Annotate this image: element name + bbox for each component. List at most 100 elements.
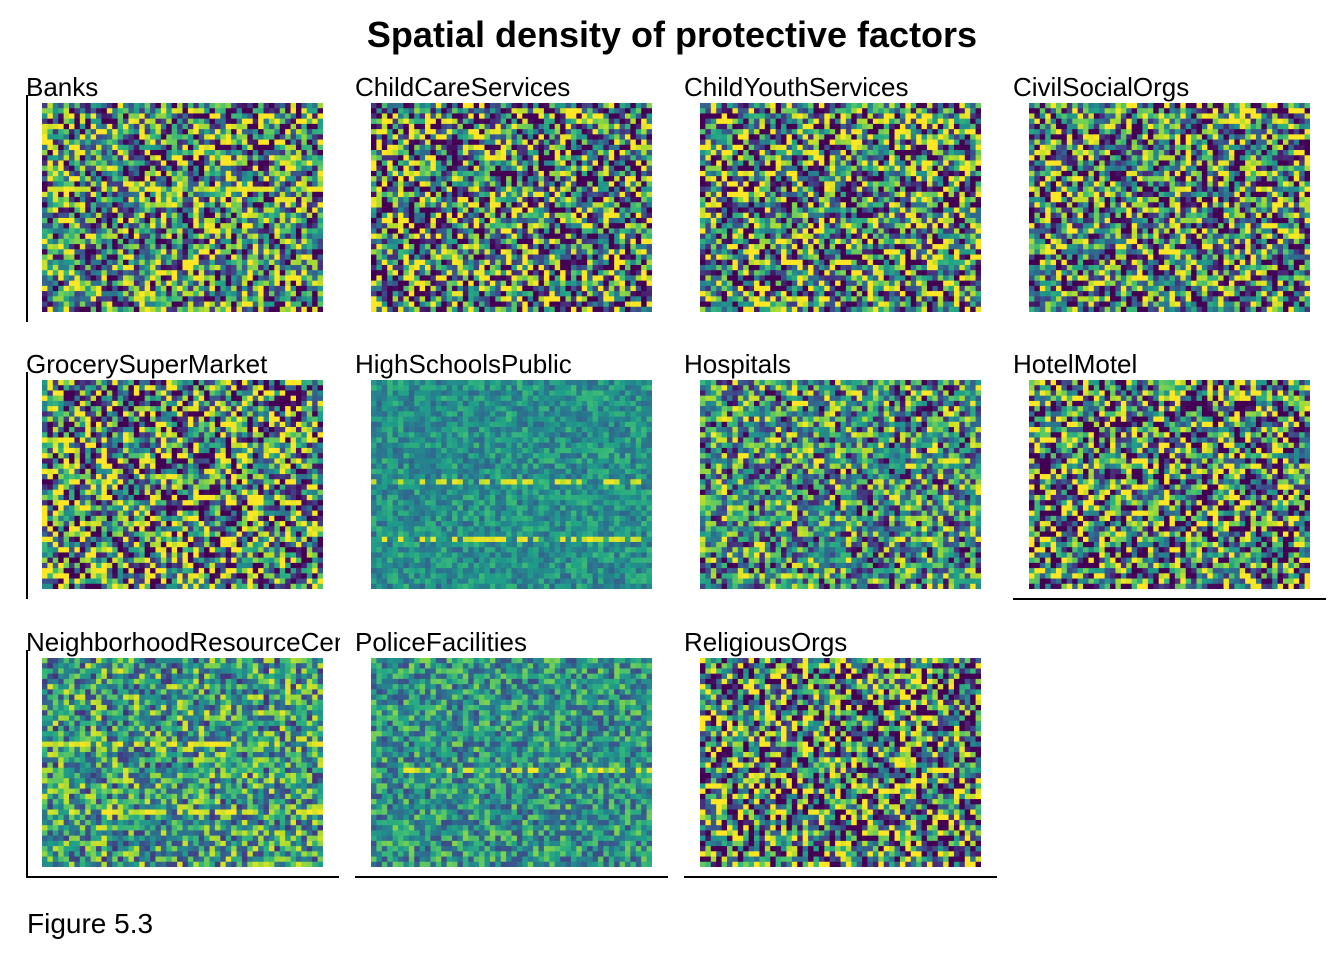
heatmap-cell: [603, 249, 610, 255]
heatmap-cell: [69, 254, 75, 261]
heatmap-cell: [587, 202, 593, 208]
heatmap-cell: [840, 144, 847, 151]
heatmap-cell: [705, 139, 712, 146]
heatmap-cell: [198, 249, 205, 255]
heatmap-cell: [538, 176, 545, 182]
heatmap-cell: [241, 233, 248, 240]
heatmap-cell: [85, 139, 92, 146]
heatmap-cell: [905, 113, 912, 120]
heatmap-cell: [301, 238, 308, 245]
heatmap-cell: [484, 186, 491, 193]
heatmap-cell: [851, 181, 858, 188]
heatmap-cell: [452, 160, 458, 167]
heatmap-cell: [489, 118, 496, 125]
heatmap-cell: [52, 181, 59, 188]
heatmap-cell: [576, 270, 583, 276]
heatmap-cell: [883, 160, 890, 167]
heatmap-cell: [209, 301, 216, 308]
heatmap-cell: [166, 134, 173, 140]
heatmap-cell: [90, 181, 97, 188]
heatmap-cell: [285, 259, 291, 266]
heatmap-cell: [581, 238, 588, 245]
heatmap-cell: [549, 212, 556, 219]
heatmap-cell: [252, 103, 259, 109]
heatmap-cell: [716, 181, 723, 188]
heatmap-cell: [290, 249, 297, 255]
heatmap-cell: [258, 306, 264, 312]
heatmap-cell: [241, 301, 248, 308]
heatmap-cell: [123, 238, 129, 245]
heatmap-cell: [312, 259, 318, 266]
heatmap-cell: [710, 160, 717, 167]
heatmap-cell: [220, 103, 227, 109]
heatmap-cell: [144, 155, 151, 161]
heatmap-cell: [527, 264, 534, 271]
heatmap-cell: [90, 150, 97, 156]
heatmap-cell: [160, 144, 167, 151]
heatmap-cell: [258, 291, 264, 297]
heatmap-cell: [614, 291, 620, 297]
heatmap-cell: [845, 129, 852, 135]
heatmap-cell: [522, 170, 529, 177]
heatmap-cell: [317, 186, 323, 193]
heatmap-cell: [85, 259, 92, 266]
heatmap-cell: [587, 197, 593, 203]
heatmap-cell: [554, 176, 561, 182]
heatmap-cell: [808, 165, 814, 172]
heatmap-cell: [85, 176, 92, 182]
heatmap-cell: [770, 181, 777, 188]
heatmap-cell: [414, 176, 421, 182]
heatmap-cell: [231, 228, 237, 235]
heatmap-cell: [500, 103, 507, 109]
heatmap-cell: [403, 228, 410, 235]
heatmap-cell: [258, 144, 264, 151]
heatmap-cell: [587, 113, 593, 120]
heatmap-cell: [878, 144, 885, 151]
heatmap-cell: [511, 233, 518, 240]
heatmap-cell: [376, 207, 383, 214]
heatmap-cell: [808, 113, 814, 120]
heatmap-cell: [791, 129, 798, 135]
heatmap-cell: [220, 202, 227, 208]
heatmap-cell: [220, 249, 227, 255]
heatmap-cell: [635, 306, 642, 312]
heatmap-cell: [851, 118, 858, 125]
heatmap-cell: [371, 186, 377, 193]
heatmap-cell: [268, 233, 275, 240]
heatmap-cell: [52, 233, 59, 240]
heatmap-cell: [231, 259, 237, 266]
heatmap-cell: [268, 103, 275, 109]
heatmap-cell: [646, 249, 652, 255]
heatmap-cell: [587, 118, 593, 125]
heatmap-cell: [263, 217, 270, 224]
heatmap-cell: [565, 223, 572, 229]
heatmap-cell: [910, 144, 917, 151]
heatmap-cell: [177, 176, 183, 182]
heatmap-cell: [462, 155, 469, 161]
heatmap-cell: [220, 160, 227, 167]
heatmap-cell: [468, 259, 475, 266]
heatmap-cell: [624, 207, 631, 214]
heatmap-cell: [479, 275, 485, 282]
heatmap-cell: [133, 176, 140, 182]
heatmap-cell: [576, 238, 583, 245]
heatmap-cell: [754, 181, 760, 188]
heatmap-cell: [603, 123, 610, 130]
heatmap-cell: [376, 129, 383, 135]
heatmap-cell: [317, 223, 323, 229]
heatmap-cell: [813, 113, 820, 120]
heatmap-cell: [123, 306, 129, 312]
heatmap-cell: [123, 301, 129, 308]
heatmap-cell: [446, 144, 453, 151]
heatmap-cell: [943, 108, 949, 114]
heatmap-cell: [522, 108, 529, 114]
heatmap-cell: [430, 103, 437, 109]
heatmap-cell: [511, 270, 518, 276]
heatmap-cell: [128, 249, 135, 255]
heatmap-cell: [511, 254, 518, 261]
heatmap-cell: [937, 176, 944, 182]
heatmap-cell: [635, 259, 642, 266]
heatmap-cell: [576, 155, 583, 161]
heatmap-cell: [79, 301, 86, 308]
heatmap-cell: [705, 181, 712, 188]
